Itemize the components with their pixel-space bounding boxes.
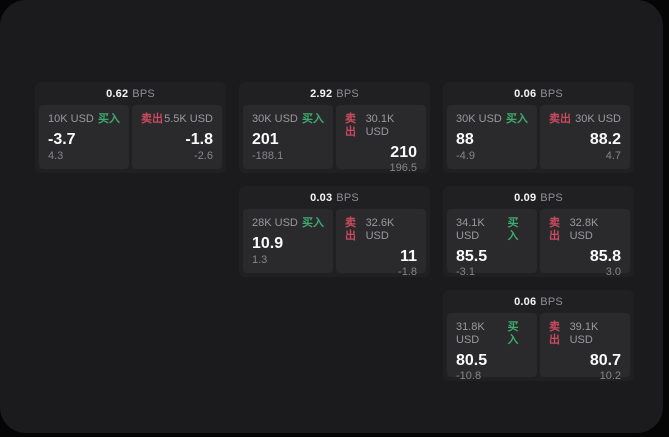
- quote-card: 0.62 BPS 10K USD 买入 -3.7 4.3 卖出 5.5K USD: [35, 82, 226, 173]
- sell-change: 4.7: [605, 150, 621, 162]
- sell-size: 32.8K USD: [569, 217, 599, 242]
- buy-panel[interactable]: 30K USD 买入 88 -4.9: [447, 105, 537, 169]
- sell-button[interactable]: 卖出: [549, 321, 560, 346]
- spread-unit: BPS: [132, 87, 155, 100]
- buy-button[interactable]: 买入: [98, 113, 120, 125]
- spread-unit: BPS: [336, 191, 359, 204]
- buy-size: 34.1K USD: [456, 217, 485, 242]
- sell-button[interactable]: 卖出: [141, 113, 163, 125]
- spread-header: 0.06 BPS: [447, 290, 630, 313]
- buy-button[interactable]: 买入: [302, 113, 324, 125]
- sell-price: 80.7: [589, 352, 621, 369]
- buy-size: 30K USD: [456, 113, 502, 125]
- buy-button[interactable]: 买入: [507, 321, 519, 346]
- sell-change: 196.5: [389, 162, 417, 174]
- sell-price: 85.8: [589, 248, 621, 265]
- sell-price: 11: [400, 248, 417, 265]
- sell-panel[interactable]: 卖出 30.1K USD 210 196.5: [336, 105, 426, 174]
- quote-card: 0.03 BPS 28K USD 买入 10.9 1.3 卖出 32.6K US…: [239, 186, 430, 278]
- buy-price: 201: [252, 131, 279, 148]
- sell-change: 3.0: [605, 266, 621, 278]
- spread-header: 2.92 BPS: [243, 82, 426, 105]
- sell-button[interactable]: 卖出: [345, 113, 356, 138]
- sell-size: 5.5K USD: [164, 113, 213, 125]
- spread-value: 0.62: [106, 87, 129, 100]
- buy-price: -3.7: [48, 131, 76, 148]
- spread-unit: BPS: [540, 87, 563, 100]
- spread-value: 0.09: [514, 191, 537, 204]
- spread-header: 0.62 BPS: [39, 82, 222, 105]
- spread-value: 0.06: [514, 87, 537, 100]
- sell-change: 10.2: [599, 370, 621, 382]
- sell-size: 39.1K USD: [569, 321, 599, 346]
- sell-button[interactable]: 卖出: [549, 113, 571, 125]
- buy-price: 10.9: [252, 235, 284, 252]
- buy-change: -188.1: [252, 150, 284, 162]
- sell-panel[interactable]: 卖出 5.5K USD -1.8 -2.6: [132, 105, 222, 169]
- sell-panel[interactable]: 卖出 30K USD 88.2 4.7: [540, 105, 630, 169]
- buy-panel[interactable]: 28K USD 买入 10.9 1.3: [243, 209, 333, 273]
- sell-price: 88.2: [589, 131, 621, 148]
- buy-size: 10K USD: [48, 113, 94, 125]
- quote-card-grid: 0.62 BPS 10K USD 买入 -3.7 4.3 卖出 5.5K USD: [35, 82, 634, 382]
- buy-size: 30K USD: [252, 113, 298, 125]
- buy-price: 80.5: [456, 352, 488, 369]
- buy-change: -4.9: [456, 150, 475, 162]
- spread-unit: BPS: [540, 295, 563, 308]
- buy-panel[interactable]: 10K USD 买入 -3.7 4.3: [39, 105, 129, 169]
- buy-price: 85.5: [456, 248, 488, 265]
- quote-card: 0.09 BPS 34.1K USD 买入 85.5 -3.1 卖出 32.8K…: [443, 186, 634, 278]
- spread-unit: BPS: [336, 87, 359, 100]
- sell-change: -2.6: [194, 150, 213, 162]
- buy-panel[interactable]: 31.8K USD 买入 80.5 -10.8: [447, 313, 537, 382]
- sell-button[interactable]: 卖出: [549, 217, 560, 242]
- quote-card: 0.06 BPS 30K USD 买入 88 -4.9 卖出 30K USD: [443, 82, 634, 173]
- buy-change: -3.1: [456, 266, 475, 278]
- buy-button[interactable]: 买入: [302, 217, 324, 229]
- spread-value: 2.92: [310, 87, 333, 100]
- sell-size: 32.6K USD: [365, 217, 395, 242]
- spread-header: 0.06 BPS: [447, 82, 630, 105]
- buy-size: 31.8K USD: [456, 321, 485, 346]
- spread-header: 0.03 BPS: [243, 186, 426, 209]
- buy-panel[interactable]: 30K USD 买入 201 -188.1: [243, 105, 333, 169]
- sell-size: 30.1K USD: [365, 113, 395, 138]
- buy-change: 1.3: [252, 254, 268, 266]
- sell-change: -1.8: [398, 266, 417, 278]
- buy-change: -10.8: [456, 370, 482, 382]
- quote-card: 0.06 BPS 31.8K USD 买入 80.5 -10.8 卖出 39.1…: [443, 290, 634, 382]
- spread-header: 0.09 BPS: [447, 186, 630, 209]
- buy-button[interactable]: 买入: [507, 217, 519, 242]
- sell-panel[interactable]: 卖出 32.6K USD 11 -1.8: [336, 209, 426, 278]
- spread-unit: BPS: [540, 191, 563, 204]
- buy-panel[interactable]: 34.1K USD 买入 85.5 -3.1: [447, 209, 537, 278]
- quote-card: 2.92 BPS 30K USD 买入 201 -188.1 卖出 30.1K …: [239, 82, 430, 174]
- sell-price: -1.8: [185, 131, 213, 148]
- sell-price: 210: [390, 144, 417, 161]
- buy-change: 4.3: [48, 150, 64, 162]
- sell-panel[interactable]: 卖出 39.1K USD 80.7 10.2: [540, 313, 630, 382]
- sell-panel[interactable]: 卖出 32.8K USD 85.8 3.0: [540, 209, 630, 278]
- spread-value: 0.06: [514, 295, 537, 308]
- buy-button[interactable]: 买入: [506, 113, 528, 125]
- buy-price: 88: [456, 131, 474, 148]
- sell-button[interactable]: 卖出: [345, 217, 356, 242]
- buy-size: 28K USD: [252, 217, 298, 229]
- sell-size: 30K USD: [575, 113, 621, 125]
- spread-value: 0.03: [310, 191, 333, 204]
